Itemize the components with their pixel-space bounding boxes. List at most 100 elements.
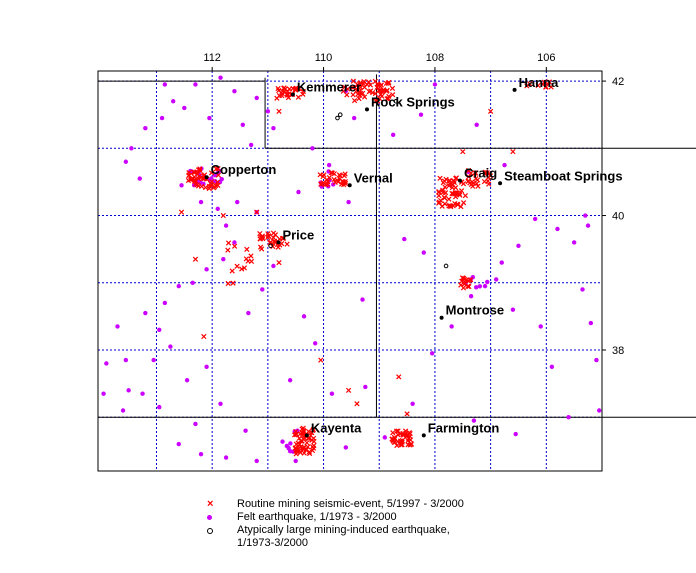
felt-earthquake-marker (326, 162, 332, 168)
felt-earthquake-marker (485, 279, 490, 285)
felt-earthquake-marker (143, 125, 148, 131)
mining-event-marker (215, 166, 221, 172)
mining-event-marker (458, 282, 464, 288)
felt-earthquake-marker (449, 324, 454, 329)
city-markers: Kemmerer Rock Springs Hanna Copperton Vernal… (204, 75, 623, 438)
felt-earthquake-marker (184, 378, 190, 383)
lat-tick-label: 42 (612, 76, 624, 88)
felt-earthquake-marker (204, 364, 209, 369)
mining-event-marker (465, 178, 472, 184)
felt-earthquake-marker (410, 401, 415, 406)
mining-event-marker (458, 203, 464, 210)
mining-event-marker (366, 79, 372, 85)
felt-earthquake-marker (123, 357, 129, 363)
mining-event-marker (295, 440, 301, 446)
mining-event-marker (197, 167, 203, 174)
mining-event-marker (241, 265, 248, 271)
felt-earthquake-marker (198, 199, 204, 205)
mining-event-marker (379, 89, 385, 95)
felt-earthquake-marker (363, 384, 368, 390)
mining-event-marker (460, 200, 467, 206)
mining-event-marker (390, 430, 396, 436)
felt-earthquake-marker (271, 125, 276, 131)
lat-tick-label: 40 (612, 211, 624, 223)
mining-event-marker (281, 85, 287, 91)
mining-event-marker (341, 179, 347, 185)
felt-earthquake-marker (140, 391, 145, 396)
mining-event-marker (341, 84, 348, 90)
mining-event-marker (399, 442, 405, 448)
mining-event-marker (357, 80, 363, 86)
mining-event-marker (192, 256, 199, 262)
mining-event-marker (436, 192, 442, 199)
city-dot (276, 240, 281, 245)
mining-event-marker (466, 283, 472, 290)
mining-event-marker (301, 428, 307, 435)
felt-earthquake-marker (193, 421, 198, 427)
mining-event-marker (471, 180, 477, 186)
felt-earthquake-marker (198, 451, 204, 457)
mining-event-marker (206, 185, 212, 192)
felt-earthquake-marker (162, 82, 168, 87)
mining-event-marker (195, 183, 202, 189)
felt-earthquake-marker (254, 95, 259, 101)
mining-event-marker (344, 92, 350, 98)
felt-earthquake-marker (329, 391, 335, 396)
mining-event-marker (232, 243, 238, 249)
mining-event-marker (466, 174, 472, 180)
felt-earthquake-marker (176, 283, 181, 289)
felt-earthquake-marker (143, 310, 148, 316)
felt-earthquake-marker (223, 455, 229, 460)
felt-earthquake-marker (137, 176, 142, 181)
mining-event-marker (442, 184, 448, 190)
legend-item-large-cont: 1/1973-3/2000 (205, 537, 464, 550)
large-mining-earthquake-marker (268, 243, 273, 249)
mining-event-marker (195, 176, 202, 182)
mining-event-marker (482, 169, 489, 175)
felt-earthquake-marker (288, 441, 293, 446)
mining-event-marker (355, 91, 361, 97)
legend-label-mining: Routine mining seismic-event, 5/1997 - 3… (237, 498, 464, 510)
mining-event-marker (213, 166, 219, 172)
mining-event-marker (524, 83, 530, 89)
mining-event-marker (404, 433, 411, 439)
felt-earthquake-marker (292, 429, 297, 434)
mining-event-marker (201, 333, 207, 340)
mining-event-marker (376, 95, 383, 102)
mining-event-marker (460, 149, 466, 155)
felt-earthquake-marker (312, 341, 318, 346)
mining-event-marker (270, 234, 277, 241)
legend-item-mining: × Routine mining seismic-event, 5/1997 -… (205, 498, 464, 511)
felt-earthquake-marker (513, 431, 518, 437)
mining-event-marker (257, 230, 263, 237)
city-dot (512, 87, 517, 92)
mining-event-marker (460, 181, 467, 187)
mining-event-marker (461, 275, 467, 281)
felt-earthquake-marker (207, 115, 212, 121)
dot-marker-icon (205, 511, 237, 524)
mining-event-marker (404, 411, 410, 417)
felt-earthquake-marker (157, 327, 162, 333)
large-mining-earthquake-marker (337, 112, 343, 117)
mining-event-marker (439, 203, 445, 209)
felt-earthquake-marker (218, 401, 223, 406)
mining-event-marker (328, 170, 334, 176)
mining-event-marker (305, 444, 311, 450)
mining-event-marker (527, 81, 533, 87)
felt-earthquake-marker (179, 183, 184, 188)
city-dot (204, 175, 209, 180)
mining-event-marker (258, 244, 264, 250)
mining-event-marker (213, 182, 219, 189)
felt-earthquake-marker (126, 388, 131, 393)
felt-earthquake-marker (101, 391, 106, 396)
felt-earthquake-marker (382, 435, 388, 440)
mining-event-marker (202, 184, 209, 191)
mining-event-marker (441, 194, 447, 201)
mining-event-marker (345, 86, 351, 92)
mining-event-marker (208, 170, 215, 176)
felt-earthquake-marker (549, 364, 555, 369)
mining-event-marker (225, 247, 231, 253)
felt-earthquake-marker (190, 280, 195, 285)
mining-event-marker (286, 86, 293, 92)
felt-earthquake-marker (351, 115, 357, 121)
